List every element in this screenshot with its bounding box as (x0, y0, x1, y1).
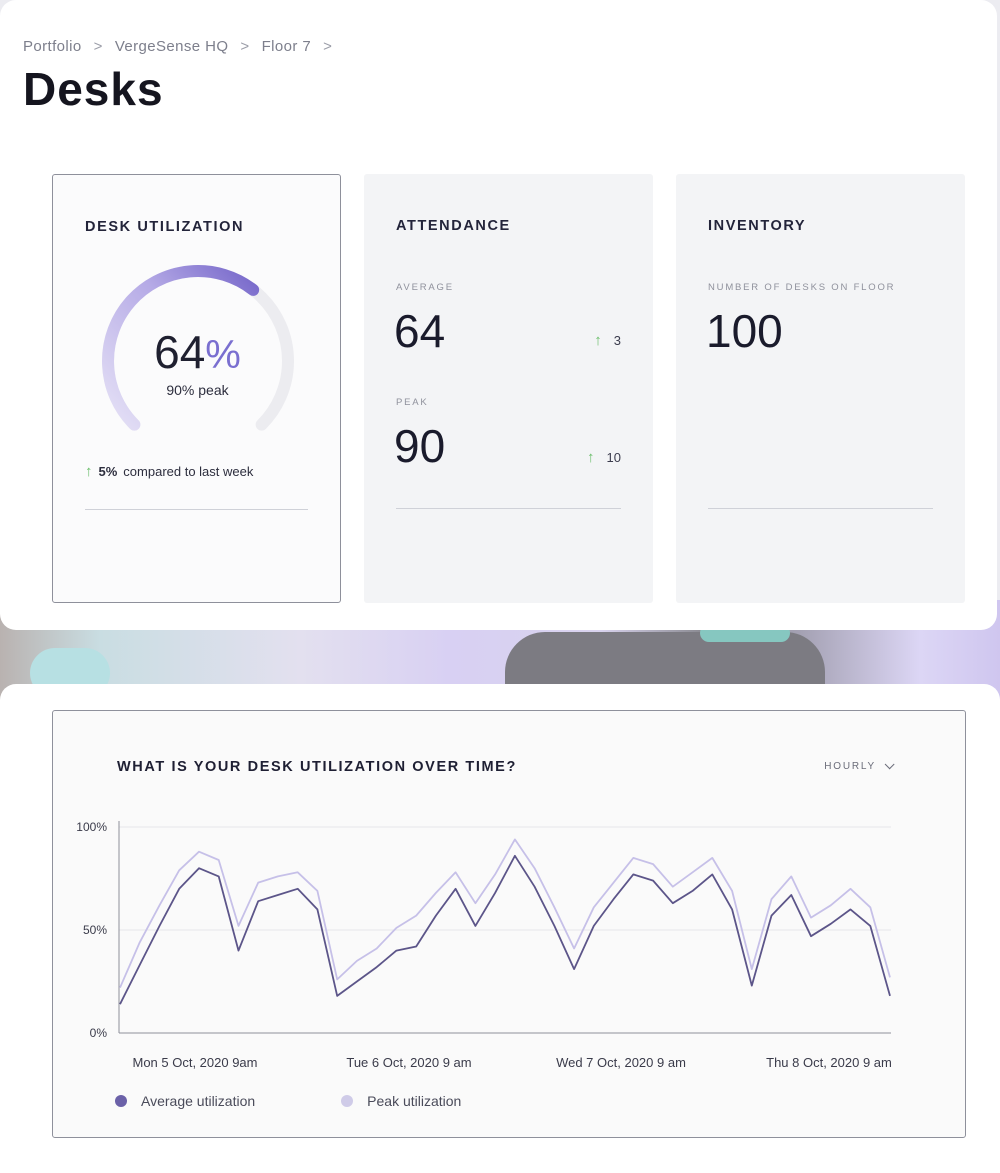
card-title: INVENTORY (708, 218, 807, 234)
card-title: DESK UTILIZATION (85, 219, 245, 235)
legend-dot-peak (341, 1095, 354, 1107)
legend-peak[interactable]: Peak utilization (341, 1093, 461, 1109)
interval-dropdown[interactable]: HOURLY (824, 759, 895, 772)
breadcrumb-separator: > (93, 38, 103, 55)
peak-delta: ↑ 10 (587, 449, 621, 466)
card-divider (708, 508, 933, 509)
interval-selected: HOURLY (824, 761, 876, 772)
average-value: 64 (394, 305, 446, 357)
average-delta: ↑ 3 (594, 332, 621, 349)
utilization-gauge (102, 265, 294, 431)
breadcrumb-floor[interactable]: Floor 7 (261, 38, 312, 55)
comparison-text: compared to last week (123, 464, 254, 479)
series-line-peak (119, 838, 891, 989)
utilization-line-chart: 0% 50% 100% Mon 5 Oct, 2020 9am Tue 6 Oct, 2… (76, 820, 892, 1070)
inventory-card[interactable]: INVENTORY NUMBER OF DESKS ON FLOOR 100 (676, 174, 965, 603)
breadcrumb-site[interactable]: VergeSense HQ (114, 38, 229, 55)
x-tick-label: Thu 8 Oct, 2020 9 am (766, 1055, 892, 1070)
card-divider (85, 509, 308, 510)
summary-panel: Portfolio > VergeSense HQ > Floor 7 > De… (0, 0, 997, 630)
series-line-average (119, 854, 891, 1005)
chart-title: WHAT IS YOUR DESK UTILIZATION OVER TIME? (117, 759, 517, 775)
desk-utilization-card[interactable]: DESK UTILIZATION 64% 90% peak ↑ 5% compa… (52, 174, 341, 603)
utilization-unit: % (205, 333, 241, 377)
page-title: Desks (23, 63, 164, 115)
breadcrumb-separator: > (240, 38, 250, 55)
average-delta-value: 3 (613, 333, 621, 348)
arrow-up-icon: ↑ (85, 463, 93, 480)
breadcrumb-portfolio[interactable]: Portfolio (23, 38, 82, 55)
average-label: AVERAGE (396, 282, 454, 293)
legend-average[interactable]: Average utilization (115, 1093, 255, 1109)
utilization-peak: 90% peak (166, 382, 229, 398)
gauge-fill (102, 265, 260, 431)
breadcrumb: Portfolio > VergeSense HQ > Floor 7 > (23, 38, 332, 55)
x-tick-label: Mon 5 Oct, 2020 9am (132, 1055, 257, 1070)
arrow-up-icon: ↑ (594, 332, 602, 349)
comparison-value: 5% (98, 464, 118, 479)
chart-legend: Average utilization Peak utilization (115, 1093, 461, 1109)
attendance-card[interactable]: ATTENDANCE AVERAGE 64 ↑ 3 PEAK 90 ↑ 10 (364, 174, 653, 603)
utilization-value: 64% (53, 325, 342, 379)
y-tick-label: 50% (83, 923, 107, 937)
legend-dot-average (115, 1095, 127, 1107)
utilization-chart-card: WHAT IS YOUR DESK UTILIZATION OVER TIME?… (52, 710, 966, 1138)
peak-value: 90 (394, 420, 446, 472)
peak-delta-value: 10 (606, 450, 621, 465)
card-divider (396, 508, 621, 509)
desks-on-floor-value: 100 (706, 305, 783, 357)
arrow-up-icon: ↑ (587, 449, 595, 466)
card-title: ATTENDANCE (396, 218, 511, 234)
x-tick-label: Wed 7 Oct, 2020 9 am (556, 1055, 686, 1070)
y-tick-label: 100% (76, 820, 107, 834)
x-tick-label: Tue 6 Oct, 2020 9 am (346, 1055, 471, 1070)
utilization-comparison: ↑ 5% compared to last week (85, 463, 253, 480)
y-tick-label: 0% (90, 1026, 108, 1040)
utilization-number: 64 (154, 326, 206, 378)
peak-label: PEAK (396, 397, 429, 408)
desks-on-floor-label: NUMBER OF DESKS ON FLOOR (708, 282, 896, 293)
legend-label-peak: Peak utilization (367, 1093, 462, 1109)
legend-label-average: Average utilization (141, 1093, 256, 1109)
breadcrumb-separator: > (323, 38, 333, 55)
